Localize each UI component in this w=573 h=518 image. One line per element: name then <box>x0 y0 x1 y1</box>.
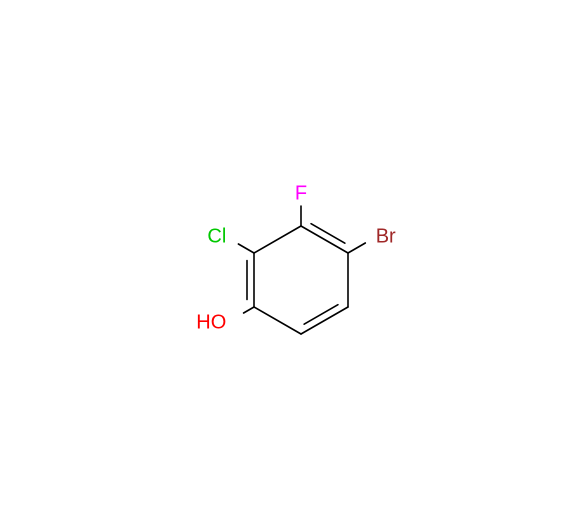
atom-label: F <box>295 182 307 204</box>
atom-label: HO <box>196 311 226 333</box>
atom-label: Cl <box>207 225 226 247</box>
molecule-diagram: HO Cl F Br <box>0 0 573 518</box>
atom-label: Br <box>376 225 396 247</box>
